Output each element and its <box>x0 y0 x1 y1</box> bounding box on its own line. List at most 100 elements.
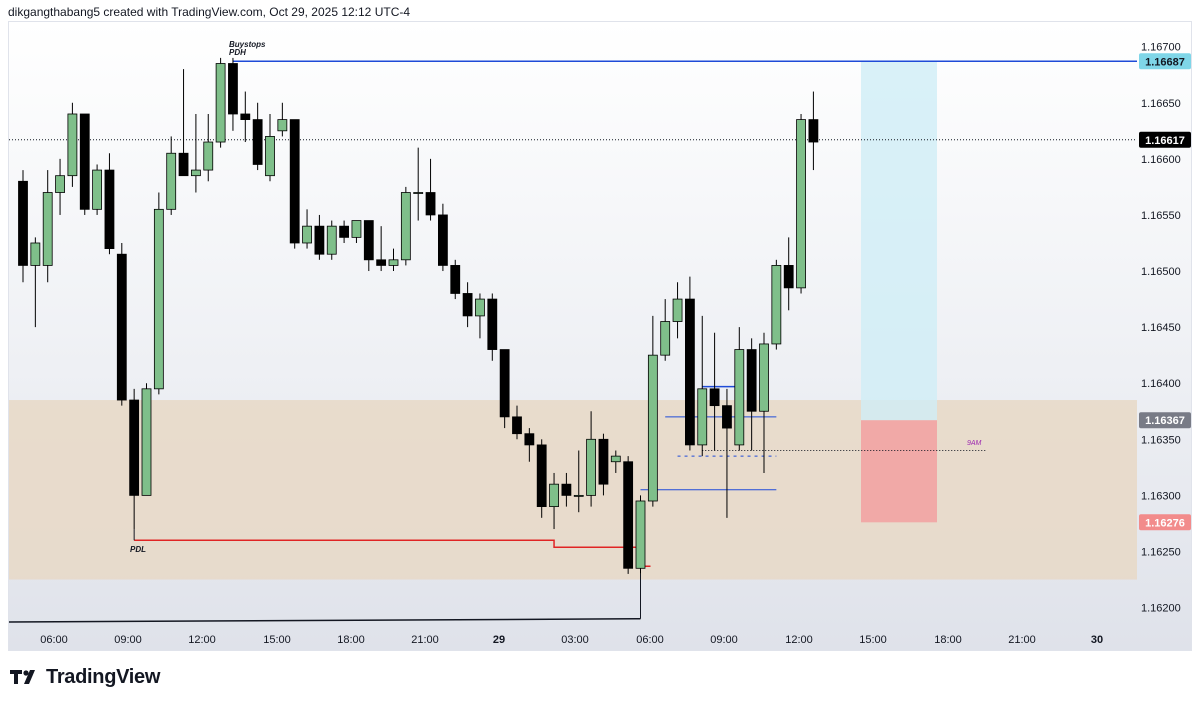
x-tick-label: 18:00 <box>934 634 962 646</box>
chart-panel[interactable]: Buystops PDH PDL 9AM 1.16200 1.16250 1.163… <box>8 21 1192 651</box>
candles-layer <box>18 57 819 574</box>
x-tick-label: 09:00 <box>114 634 142 646</box>
bear-candle <box>339 225 350 238</box>
bull-candle <box>326 225 337 255</box>
annotations-layer: Buystops PDH PDL 9AM <box>130 40 982 554</box>
y-tick-label: 1.16600 <box>1141 154 1181 166</box>
y-tick-label: 1.16300 <box>1141 490 1181 502</box>
bear-candle <box>228 63 238 115</box>
bull-candle <box>190 169 201 177</box>
bull-candle <box>166 152 177 210</box>
price-label-stop <box>1139 514 1191 531</box>
x-tick-label: 12:00 <box>188 634 216 646</box>
bear-candle <box>376 259 387 266</box>
x-tick-label: 12:00 <box>785 634 813 646</box>
bull-candle <box>67 113 78 177</box>
bull-candle <box>92 169 102 210</box>
bull-candle <box>660 321 671 356</box>
bear-candle <box>129 399 140 496</box>
bear-candle <box>685 298 695 446</box>
bull-candle <box>586 438 596 496</box>
annotation-buystops: Buystops <box>229 40 266 49</box>
bull-candle <box>635 500 646 569</box>
bear-candle <box>437 214 448 266</box>
position-layer <box>861 61 937 523</box>
bull-candle <box>302 225 312 244</box>
bull-candle <box>771 265 782 345</box>
price-label-stop-text: 1.16276 <box>1145 517 1185 529</box>
position-stop-zone <box>861 420 937 523</box>
tradingview-logo-icon <box>10 670 35 684</box>
bull-candle <box>610 455 621 463</box>
bull-candle <box>203 141 214 171</box>
annotation-9am: 9AM <box>967 440 982 447</box>
bear-candle <box>499 349 510 418</box>
x-tick-label: 21:00 <box>1008 634 1036 646</box>
bull-candle <box>55 175 65 193</box>
trendline <box>9 618 641 623</box>
x-tick-label: 21:00 <box>411 634 439 646</box>
bear-candle <box>425 192 436 216</box>
annotation-pdl: PDL <box>130 545 146 554</box>
bull-candle <box>400 192 411 261</box>
x-tick-label: 29 <box>493 634 505 646</box>
bull-candle <box>697 388 708 446</box>
x-tick-label: 03:00 <box>561 634 589 646</box>
bear-candle <box>746 349 757 412</box>
y-tick-label: 1.16400 <box>1141 378 1181 390</box>
zone-band <box>9 400 1137 580</box>
bull-candle <box>215 63 226 143</box>
chart-caption: dikgangthabang5 created with TradingView… <box>8 5 411 19</box>
bear-candle <box>623 461 634 569</box>
time-axis[interactable]: 06:00 09:00 12:00 15:00 18:00 21:00 29 03:00 06:… <box>40 634 1103 646</box>
bear-candle <box>561 483 572 496</box>
bull-candle <box>573 494 584 497</box>
x-tick-label: 15:00 <box>263 634 291 646</box>
bull-candle <box>153 208 164 390</box>
bull-candle <box>672 298 683 322</box>
x-tick-label: 30 <box>1091 634 1103 646</box>
x-tick-label: 18:00 <box>337 634 365 646</box>
bear-candle <box>722 405 732 429</box>
price-label-target <box>1139 53 1191 70</box>
bull-candle <box>141 388 152 496</box>
bear-candle <box>783 265 794 289</box>
bear-candle <box>536 444 547 508</box>
bull-candle <box>388 259 399 266</box>
bull-candle <box>549 483 559 508</box>
bear-candle <box>314 225 325 255</box>
bull-candle <box>647 354 658 502</box>
bear-candle <box>363 220 374 261</box>
annotation-pdh: PDH <box>229 48 246 57</box>
bull-candle <box>796 119 806 289</box>
price-label-current-text: 1.16617 <box>1145 135 1185 147</box>
tradingview-logo[interactable]: TradingView <box>10 664 160 690</box>
price-axis[interactable]: 1.16200 1.16250 1.16300 1.16350 1.16400 1.164… <box>1141 42 1181 615</box>
price-labels-layer: 1.16687 1.16617 1.16367 1.16276 <box>1139 53 1191 531</box>
bear-candle <box>240 113 251 120</box>
bull-candle <box>265 136 275 177</box>
x-tick-label: 06:00 <box>636 634 664 646</box>
bear-candle <box>104 169 115 249</box>
brand-name: TradingView <box>46 665 161 688</box>
y-tick-label: 1.16500 <box>1141 266 1181 278</box>
x-tick-label: 15:00 <box>859 634 887 646</box>
bear-candle <box>252 119 263 165</box>
candlestick-chart[interactable]: Buystops PDH PDL 9AM 1.16200 1.16250 1.163… <box>9 22 1192 651</box>
price-label-entry <box>1139 412 1191 429</box>
position-target-zone <box>861 61 937 421</box>
y-tick-label: 1.16450 <box>1141 322 1181 334</box>
bull-candle <box>42 192 53 266</box>
x-tick-label: 06:00 <box>40 634 68 646</box>
price-label-current <box>1139 131 1191 148</box>
bear-candle <box>462 293 473 317</box>
price-label-entry-text: 1.16367 <box>1145 415 1185 427</box>
bear-candle <box>512 416 522 435</box>
bear-candle <box>598 438 609 485</box>
bear-candle <box>487 298 498 350</box>
bull-candle <box>277 119 288 132</box>
bear-candle <box>79 113 90 210</box>
x-tick-label: 09:00 <box>710 634 738 646</box>
zone-layer <box>9 400 1137 580</box>
bull-candle <box>413 192 424 194</box>
